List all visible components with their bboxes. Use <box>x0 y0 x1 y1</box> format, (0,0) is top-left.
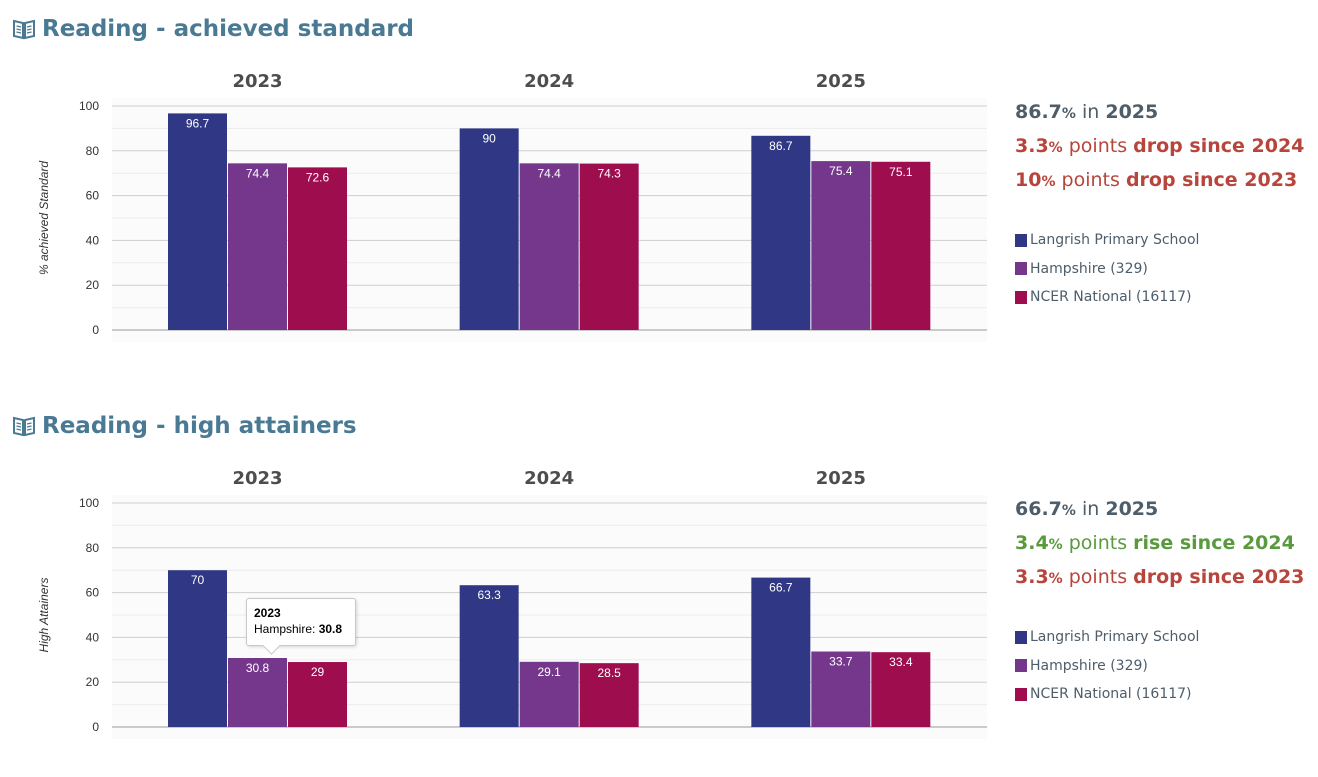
stat-headline: 86.7% in 2025 <box>1015 101 1159 123</box>
stats-panel: 66.7% in 2025 3.4% points rise since 202… <box>1015 493 1315 595</box>
data-label: 30.8 <box>246 661 270 675</box>
data-label: 96.7 <box>186 116 210 130</box>
legend-swatch <box>1015 687 1027 701</box>
data-label: 33.4 <box>889 655 913 669</box>
legend-swatch <box>1015 630 1027 644</box>
y-tick-label: 40 <box>86 233 100 247</box>
bar <box>288 662 347 727</box>
legend-swatch <box>1015 290 1027 304</box>
bar <box>811 651 871 727</box>
data-label: 33.7 <box>829 655 853 669</box>
y-tick-label: 20 <box>86 675 100 689</box>
chart-legend: Langrish Primary School Hampshire (329) … <box>1015 226 1199 312</box>
tooltip-year: 2023 <box>254 606 281 620</box>
data-label: 28.5 <box>597 666 621 680</box>
stat-change-line: 3.4% points rise since 2024 <box>1015 532 1295 554</box>
y-axis-label: High Attainers <box>37 578 51 653</box>
bar <box>579 163 639 330</box>
section-high-attainers: Reading - high attainers 0 20 40 60 80 100 Hig… <box>0 397 1318 777</box>
y-tick-label: 80 <box>86 541 100 555</box>
legend-swatch <box>1015 262 1027 276</box>
legend-item-langrish[interactable]: Langrish Primary School <box>1015 623 1199 652</box>
bar <box>751 135 811 330</box>
stat-year: 2025 <box>1105 498 1159 520</box>
data-label: 86.7 <box>769 139 793 153</box>
bar <box>459 128 519 330</box>
stat-change-line: 3.3% points drop since 2023 <box>1015 566 1305 588</box>
stat-headline: 66.7% in 2025 <box>1015 498 1159 520</box>
legend-item-ncer-national[interactable]: NCER National (16117) <box>1015 680 1199 709</box>
category-label: 2024 <box>524 468 574 489</box>
data-label: 29.1 <box>537 665 561 679</box>
section-title-row: Reading - high attainers <box>12 411 357 441</box>
y-tick-label: 20 <box>86 278 100 292</box>
section-achieved-standard: Reading - achieved standard 0 20 40 60 80 100… <box>0 0 1318 380</box>
legend-item-langrish[interactable]: Langrish Primary School <box>1015 226 1199 255</box>
data-label: 72.6 <box>306 170 330 184</box>
data-label: 63.3 <box>477 588 501 602</box>
data-label: 29 <box>311 665 325 679</box>
data-label: 75.1 <box>889 165 913 179</box>
y-tick-label: 80 <box>86 144 100 158</box>
chart-tooltip: 2023 Hampshire: 30.8 <box>246 598 356 655</box>
section-title: Reading - achieved standard <box>42 16 415 42</box>
stat-value: 66.7 <box>1015 498 1062 520</box>
stat-year: 2025 <box>1105 101 1159 123</box>
category-label: 2025 <box>816 71 866 92</box>
data-label: 74.4 <box>246 166 270 180</box>
y-tick-label: 100 <box>79 496 99 510</box>
bar <box>871 652 931 727</box>
chart-legend: Langrish Primary School Hampshire (329) … <box>1015 623 1199 709</box>
y-tick-label: 0 <box>92 323 99 337</box>
open-book-icon <box>13 416 35 437</box>
bar <box>228 163 287 330</box>
high-attainers-bar-chart: 0 20 40 60 80 100 High Attainers 2023 70 30.8 29 20… <box>37 468 987 739</box>
stat-change-line: 10% points drop since 2023 <box>1015 169 1298 191</box>
bar <box>519 163 579 330</box>
stat-change-line: 3.3% points drop since 2024 <box>1015 135 1305 157</box>
legend-swatch <box>1015 659 1027 673</box>
legend-item-hampshire[interactable]: Hampshire (329) <box>1015 652 1199 681</box>
y-tick-label: 0 <box>92 720 99 734</box>
data-label: 66.7 <box>769 581 793 595</box>
y-tick-label: 60 <box>86 586 100 600</box>
y-tick-label: 60 <box>86 189 100 203</box>
data-label: 74.3 <box>597 167 621 181</box>
legend-swatch <box>1015 233 1027 247</box>
legend-item-hampshire[interactable]: Hampshire (329) <box>1015 255 1199 284</box>
stat-value: 86.7 <box>1015 101 1062 123</box>
stats-panel: 86.7% in 2025 3.3% points drop since 202… <box>1015 96 1315 198</box>
bar <box>168 113 227 330</box>
tooltip-value-line: Hampshire: 30.8 <box>254 622 343 636</box>
bar <box>168 570 227 727</box>
section-title: Reading - high attainers <box>42 413 357 439</box>
section-title-row: Reading - achieved standard <box>12 14 414 44</box>
bar <box>751 577 811 727</box>
bar <box>811 161 871 330</box>
bar <box>519 661 579 727</box>
y-axis-label: % achieved Standard <box>37 161 51 275</box>
achieved-standard-bar-chart: 0 20 40 60 80 100 % achieved Standard 2023 96.7 7… <box>37 71 987 342</box>
category-label: 2023 <box>232 468 282 489</box>
legend-item-ncer-national[interactable]: NCER National (16117) <box>1015 283 1199 312</box>
category-label: 2024 <box>524 71 574 92</box>
data-label: 75.4 <box>829 164 853 178</box>
data-label: 74.4 <box>537 166 561 180</box>
bar <box>579 663 639 727</box>
category-label: 2023 <box>232 71 282 92</box>
y-tick-label: 40 <box>86 630 100 644</box>
bar <box>228 658 287 727</box>
bar <box>288 167 347 330</box>
data-label: 90 <box>482 131 496 145</box>
y-tick-label: 100 <box>79 99 99 113</box>
open-book-icon <box>13 19 35 40</box>
bar <box>459 585 519 727</box>
data-label: 70 <box>191 573 205 587</box>
bar <box>871 161 931 330</box>
category-label: 2025 <box>816 468 866 489</box>
